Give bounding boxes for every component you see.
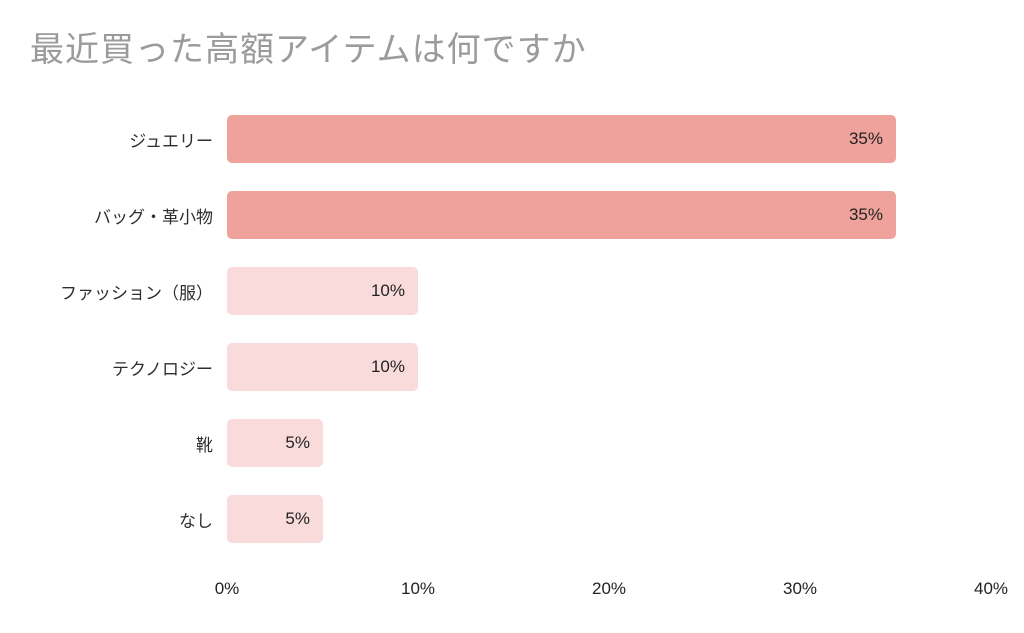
bar-row: なし 5% — [0, 481, 1024, 557]
category-label: バッグ・革小物 — [94, 207, 213, 227]
bar-chart: ジュエリー 35% バッグ・革小物 35% ファッション（服） 10% テクノロ… — [0, 101, 1024, 557]
bar-row: ファッション（服） 10% — [0, 253, 1024, 329]
bar-value-label: 5% — [285, 433, 310, 452]
bar-value-label: 10% — [370, 281, 405, 300]
chart-title: 最近買った高額アイテムは何ですか — [30, 31, 587, 69]
bar: 5% — [227, 419, 323, 467]
category-label: ジュエリー — [129, 131, 213, 151]
bar-row: テクノロジー 10% — [0, 329, 1024, 405]
x-tick-label: 40% — [973, 579, 1009, 598]
category-label: ファッション（服） — [60, 283, 213, 303]
x-axis: 0% 10% 20% 30% 40% — [215, 579, 1008, 601]
bar-value-label: 35% — [848, 205, 883, 224]
category-label: テクノロジー — [112, 359, 213, 379]
bar-row: ジュエリー 35% — [0, 101, 1024, 177]
bar: 35% — [227, 115, 896, 163]
bar-row: 靴 5% — [0, 405, 1024, 481]
x-tick-label: 20% — [591, 579, 627, 598]
bar-row: バッグ・革小物 35% — [0, 177, 1024, 253]
bar-value-label: 35% — [848, 129, 883, 148]
x-tick-label: 10% — [400, 579, 436, 598]
bar: 5% — [227, 495, 323, 543]
bar: 10% — [227, 343, 418, 391]
bar: 10% — [227, 267, 418, 315]
bar-value-label: 5% — [285, 509, 310, 528]
category-label: なし — [179, 511, 213, 531]
x-tick-label: 30% — [782, 579, 818, 598]
category-label: 靴 — [196, 435, 213, 455]
x-tick-label: 0% — [214, 579, 240, 598]
bar-value-label: 10% — [370, 357, 405, 376]
bar: 35% — [227, 191, 896, 239]
